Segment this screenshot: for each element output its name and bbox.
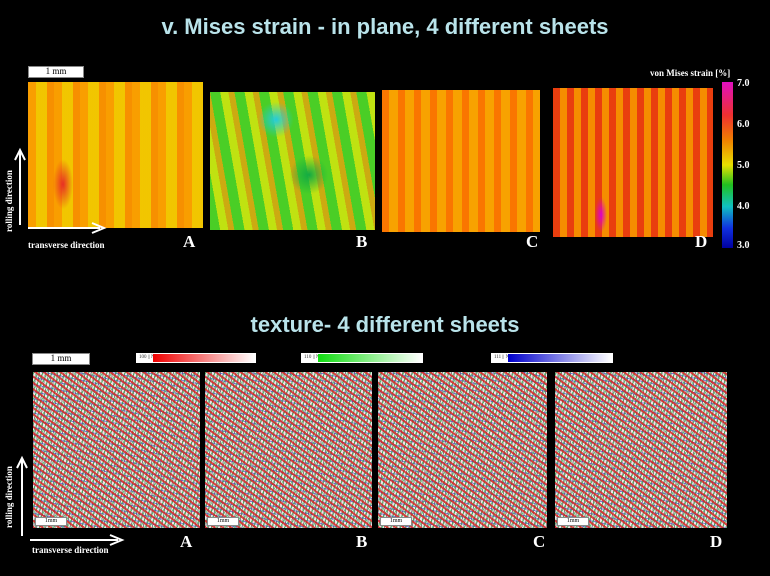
colorbar-tick: 3.0: [737, 240, 750, 251]
direction-arrows-icon: [16, 455, 125, 546]
label-d: D: [710, 532, 723, 551]
scale-bar: 1 mm: [32, 353, 90, 365]
label-c: C: [533, 532, 546, 551]
label-a: A: [183, 232, 196, 251]
texture-map-b: 1mm: [205, 372, 372, 528]
colorbar-title: von Mises strain [%]: [650, 68, 731, 78]
colorbar-tick: 6.0: [737, 119, 750, 130]
label-b: B: [356, 232, 368, 251]
transverse-direction-label: transverse direction: [32, 545, 109, 555]
legend-110: 110 || ND: [301, 353, 423, 363]
strain-map-c: [382, 90, 540, 232]
strain-map-d: [553, 88, 713, 237]
label-a: A: [180, 532, 193, 551]
label-c: C: [526, 232, 539, 251]
texture-map-a: 1mm: [33, 372, 200, 528]
legend-100: 100 || ND: [136, 353, 256, 363]
colorbar-tick: 5.0: [737, 160, 750, 171]
strain-map-b: [210, 92, 375, 230]
direction-arrows-icon: [14, 147, 107, 234]
texture-map-d: 1mm: [555, 372, 727, 528]
transverse-direction-label: transverse direction: [28, 240, 105, 250]
strain-map-a: [28, 82, 203, 228]
texture-map-c: 1mm: [378, 372, 547, 528]
colorbar-tick: 7.0: [737, 78, 750, 89]
strain-title: v. Mises strain - in plane, 4 different …: [161, 14, 609, 39]
label-b: B: [356, 532, 368, 551]
label-d: D: [695, 232, 708, 251]
colorbar-tick: 4.0: [737, 201, 750, 212]
scale-bar: 1 mm: [28, 66, 84, 78]
texture-title: texture- 4 different sheets: [250, 312, 520, 337]
legend-111: 111 || ND: [491, 353, 613, 363]
colorbar: [722, 82, 733, 248]
